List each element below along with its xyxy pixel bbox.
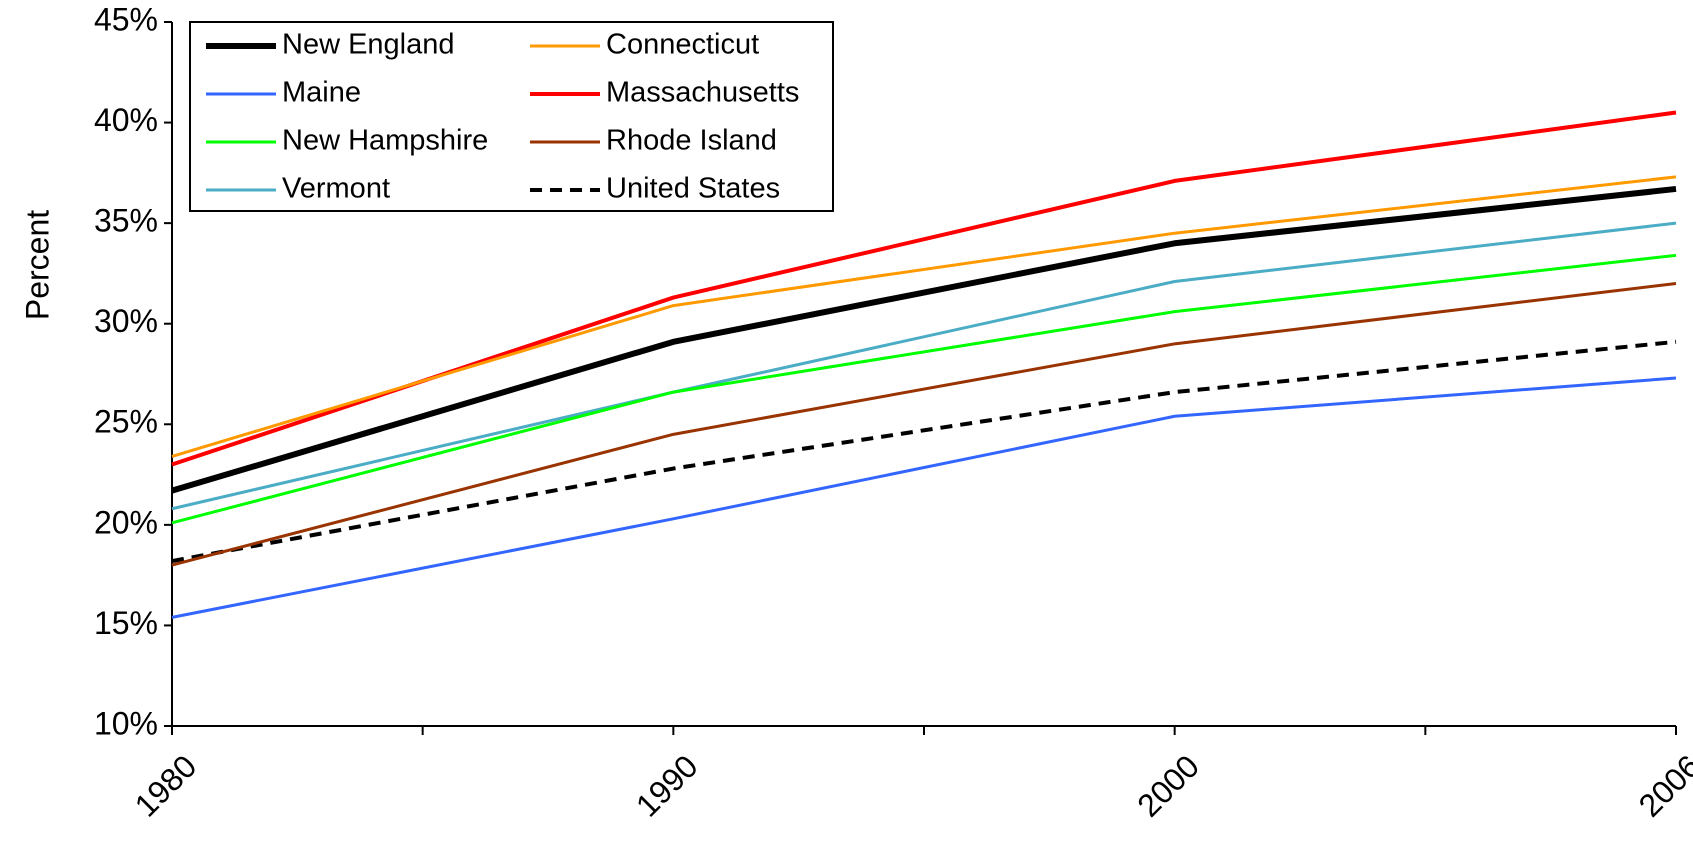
legend-label: Connecticut (606, 29, 759, 61)
y-tick-label: 30% (94, 303, 158, 339)
y-tick-label: 25% (94, 404, 158, 440)
series-line (171, 339, 1677, 564)
legend-label: New England (282, 29, 455, 61)
y-tick-label: 15% (94, 605, 158, 641)
x-tick-label: 1980 (128, 748, 204, 824)
legend-label: Massachusetts (606, 77, 799, 109)
y-tick-label: 10% (94, 705, 158, 741)
legend-label: Vermont (282, 173, 390, 205)
x-tick-label: 1990 (629, 748, 705, 824)
y-tick-label: 35% (94, 203, 158, 239)
series-line (171, 221, 1677, 511)
series-line (171, 376, 1677, 619)
legend: New England Connecticut Maine Massachusetts… (189, 21, 834, 212)
y-tick-label: 45% (94, 1, 158, 37)
series-line (171, 185, 1677, 494)
series-line (171, 281, 1677, 567)
legend-label: United States (606, 173, 780, 205)
legend-label: New Hampshire (282, 125, 488, 157)
series-line (171, 253, 1677, 525)
legend-box (189, 21, 834, 212)
x-tick-label: 2006 (1632, 748, 1693, 824)
series-line (171, 175, 1677, 458)
y-tick-label: 40% (94, 102, 158, 138)
y-axis-label: Percent (19, 210, 55, 320)
legend-label: Rhode Island (606, 125, 777, 157)
y-tick-label: 20% (94, 504, 158, 540)
legend-label: Maine (282, 77, 361, 109)
x-tick-label: 2000 (1130, 748, 1206, 824)
